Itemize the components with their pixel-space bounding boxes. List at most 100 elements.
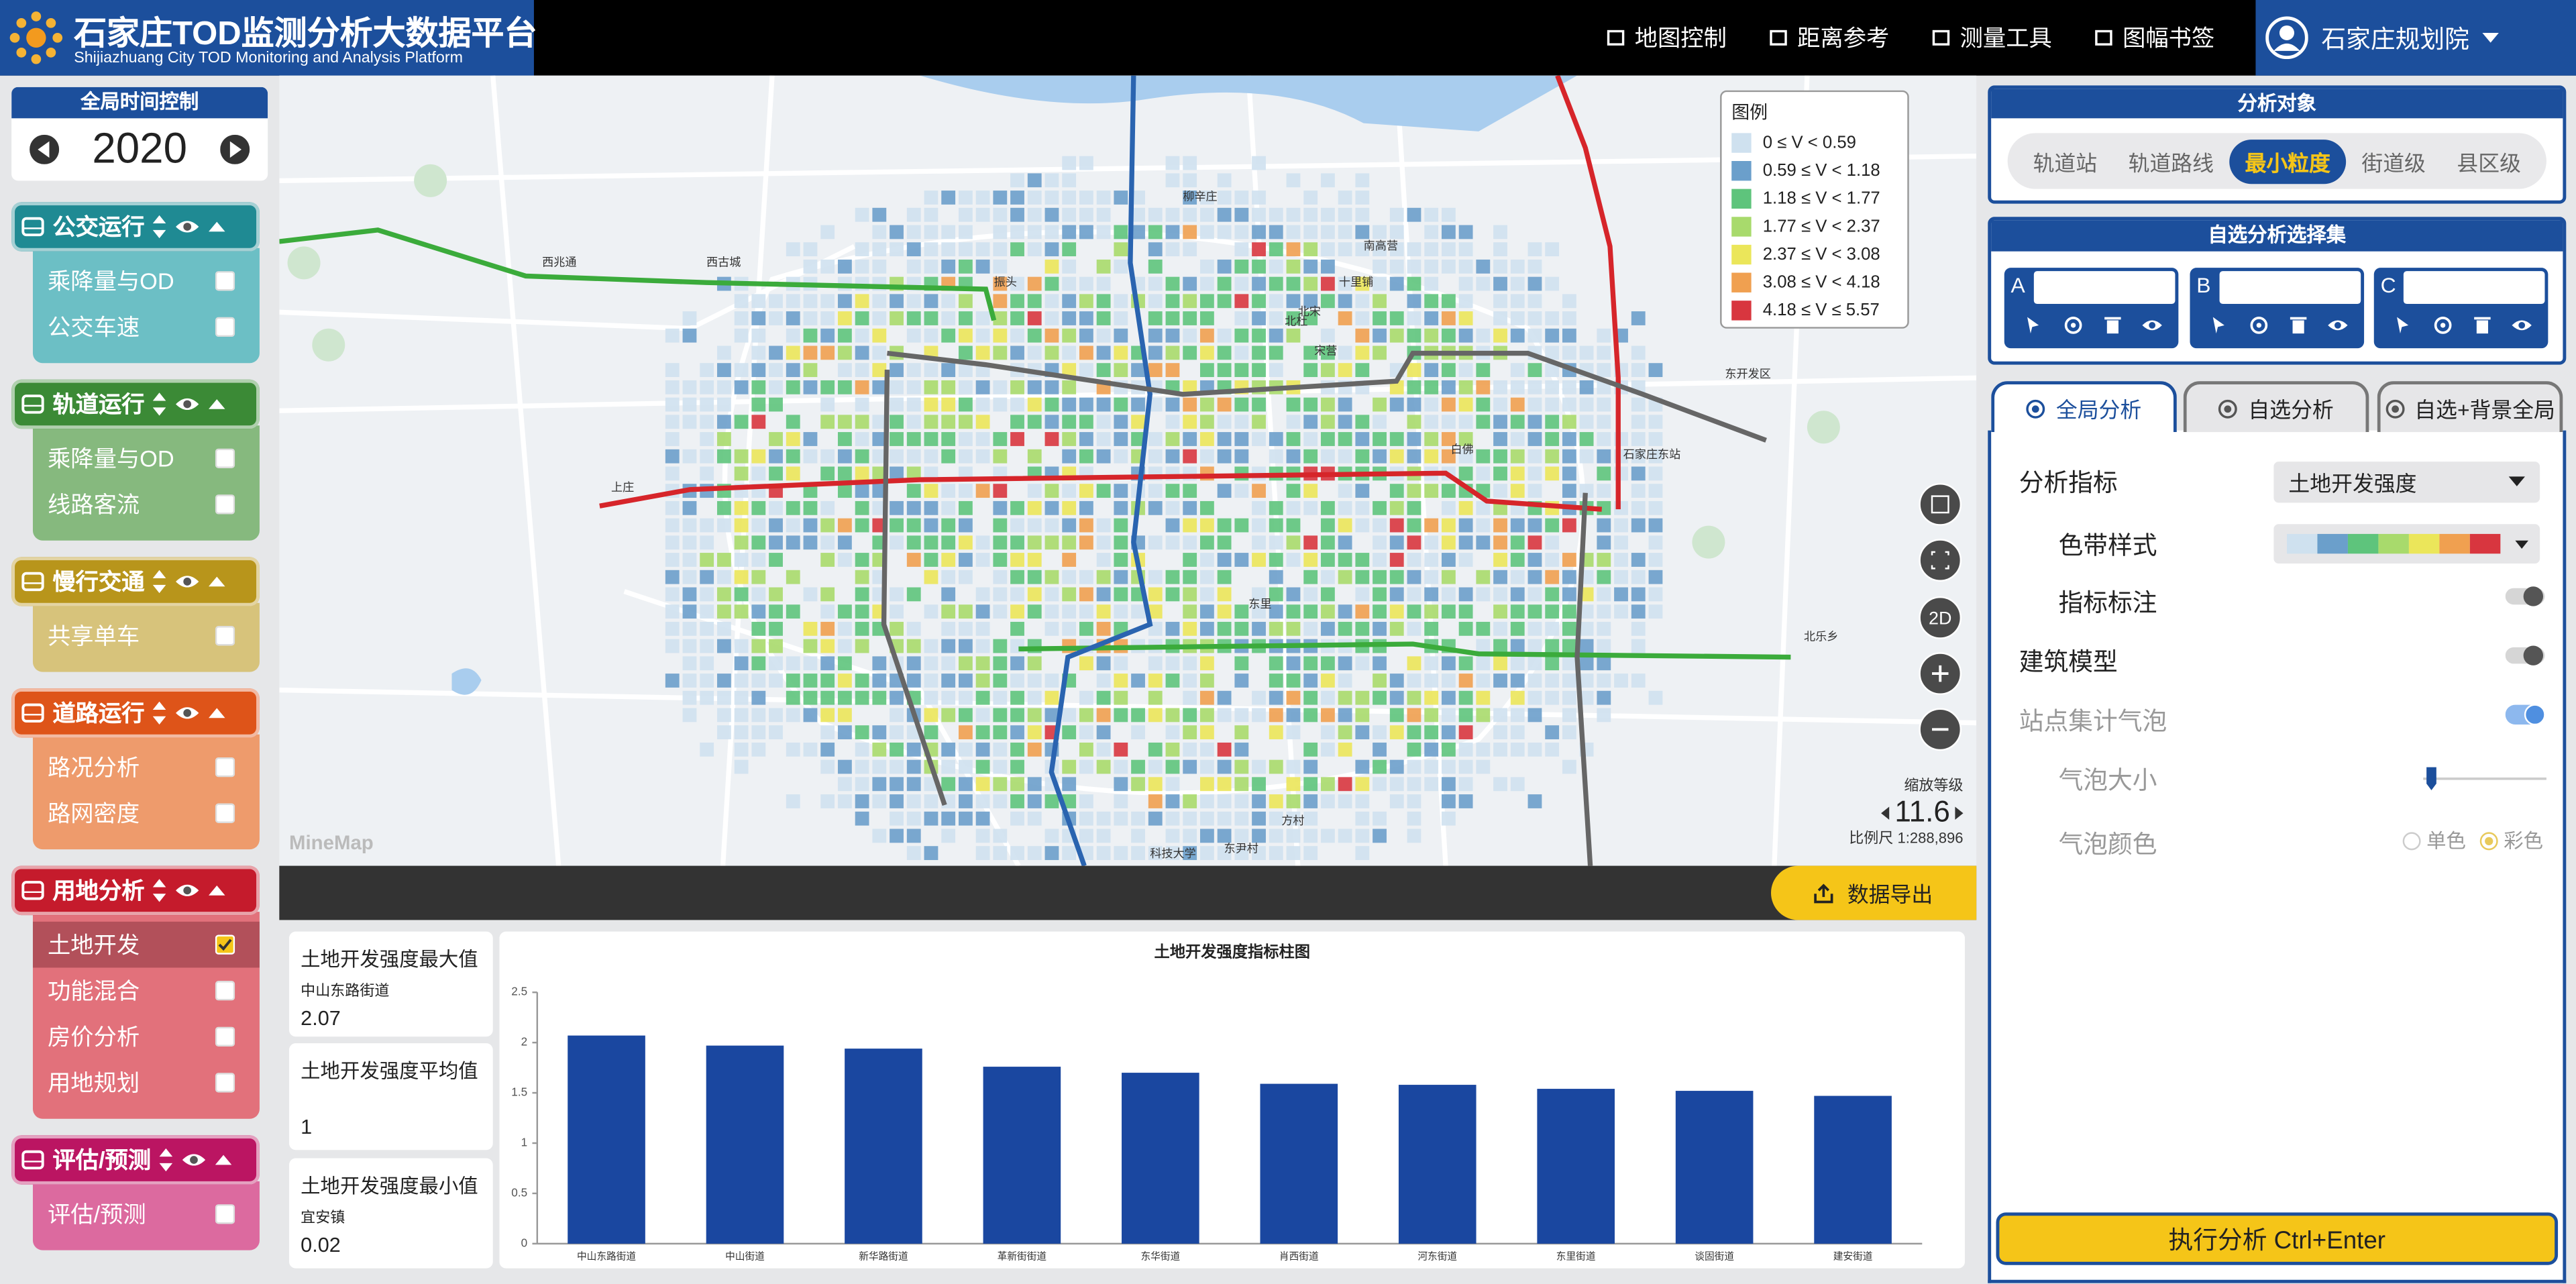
object-option[interactable]: 最小粒度 — [2230, 138, 2345, 184]
toggle[interactable] — [2505, 641, 2546, 670]
slot-input[interactable] — [2403, 271, 2545, 305]
slot-tool[interactable] — [2063, 315, 2083, 335]
slot-tool[interactable] — [2512, 315, 2532, 335]
sort-icon[interactable] — [152, 570, 166, 594]
visibility-icon[interactable] — [174, 217, 201, 236]
collapse-icon[interactable] — [209, 220, 225, 233]
toggle[interactable] — [2505, 582, 2546, 611]
layer-item[interactable]: 土地开发 — [32, 921, 260, 968]
map-cell — [1027, 725, 1042, 740]
sort-icon[interactable] — [152, 392, 166, 416]
object-option[interactable]: 轨道路线 — [2128, 150, 2214, 175]
zoom-in-button[interactable] — [1919, 652, 1962, 695]
checkbox[interactable] — [215, 626, 235, 646]
layer-item[interactable]: 路况分析 — [33, 744, 260, 790]
collapse-icon[interactable] — [209, 884, 225, 898]
map-cell — [1269, 587, 1283, 602]
checkbox[interactable] — [215, 448, 235, 468]
map-cell — [1062, 604, 1077, 619]
slot-tool[interactable] — [2288, 315, 2308, 335]
layer-item[interactable]: 乘降量与OD — [33, 435, 260, 482]
zoom-right[interactable] — [1955, 806, 1964, 819]
checkbox[interactable] — [215, 757, 235, 778]
slot-input[interactable] — [2033, 271, 2176, 305]
slot-tool[interactable] — [2142, 315, 2162, 335]
collapse-icon[interactable] — [215, 1153, 232, 1167]
menu-item[interactable]: 地图控制 — [1607, 21, 1727, 54]
toggle[interactable] — [2505, 700, 2546, 729]
checkbox[interactable] — [215, 317, 235, 337]
visibility-icon[interactable] — [174, 572, 201, 591]
export-button[interactable]: 数据导出 — [1771, 865, 1977, 920]
sort-icon[interactable] — [152, 215, 166, 239]
slot-tool[interactable] — [2473, 315, 2492, 335]
layer-item[interactable]: 路网密度 — [33, 790, 260, 837]
slot-tool[interactable] — [2024, 315, 2043, 335]
menu-item[interactable]: 测量工具 — [1932, 21, 2052, 54]
slot-tool[interactable] — [2433, 315, 2453, 335]
layer-item[interactable]: 共享单车 — [33, 612, 260, 659]
prev-year[interactable] — [30, 134, 60, 164]
checkbox[interactable] — [215, 1204, 235, 1224]
checkbox[interactable] — [215, 803, 235, 823]
visibility-icon[interactable] — [174, 881, 201, 900]
checkbox[interactable] — [215, 934, 235, 955]
layer-item[interactable]: 公交车速 — [33, 304, 260, 350]
visibility-icon[interactable] — [174, 703, 201, 723]
slot-tool[interactable] — [2249, 315, 2269, 335]
locate-button[interactable] — [1919, 483, 1962, 526]
view-mode-button[interactable]: 2D — [1919, 596, 1962, 639]
collapse-icon[interactable] — [209, 398, 225, 411]
slot-input[interactable] — [2219, 271, 2361, 305]
slot-tool[interactable] — [2103, 315, 2123, 335]
analysis-tab[interactable]: 全局分析 — [1991, 381, 2177, 433]
zoom-out-button[interactable] — [1919, 708, 1962, 751]
map-cell — [1597, 535, 1611, 550]
map-cell — [820, 345, 835, 360]
layer-item[interactable]: 线路客流 — [33, 482, 260, 528]
analysis-tab[interactable]: 自选+背景全局 — [2377, 381, 2563, 433]
checkbox[interactable] — [215, 271, 235, 291]
checkbox[interactable] — [215, 1073, 235, 1093]
map-cell — [1320, 345, 1335, 360]
color-ramp-dropdown[interactable] — [2273, 524, 2540, 564]
object-option[interactable]: 街道级 — [2361, 150, 2426, 175]
user-menu[interactable]: 石家庄规划院 — [2255, 0, 2576, 76]
road — [279, 687, 1977, 726]
run-button[interactable]: 执行分析 Ctrl+Enter — [1996, 1212, 2559, 1265]
bubble-size-slider[interactable] — [2418, 762, 2550, 792]
collapse-icon[interactable] — [209, 706, 225, 720]
menu-item[interactable]: 图幅书签 — [2094, 21, 2214, 54]
analysis-tab[interactable]: 自选分析 — [2183, 381, 2369, 433]
radio-option[interactable]: 单色 — [2402, 826, 2466, 855]
park — [312, 328, 345, 362]
map-cell — [751, 639, 766, 653]
checkbox[interactable] — [215, 494, 235, 515]
map-cell — [1286, 553, 1301, 567]
slot-tool[interactable] — [2328, 315, 2348, 335]
map-cell — [803, 345, 818, 360]
visibility-icon[interactable] — [174, 394, 201, 414]
sort-icon[interactable] — [159, 1148, 172, 1172]
zoom-left[interactable] — [1881, 806, 1890, 819]
layer-item[interactable]: 用地规划 — [33, 1060, 260, 1106]
indicator-dropdown[interactable]: 土地开发强度 — [2273, 462, 2540, 503]
visibility-icon[interactable] — [180, 1150, 207, 1169]
layer-item[interactable]: 房价分析 — [33, 1014, 260, 1060]
menu-item[interactable]: 距离参考 — [1770, 21, 1889, 54]
next-year[interactable] — [220, 134, 250, 164]
sort-icon[interactable] — [152, 879, 166, 902]
checkbox[interactable] — [215, 981, 235, 1001]
checkbox[interactable] — [215, 1026, 235, 1047]
layer-item[interactable]: 乘降量与OD — [33, 258, 260, 304]
radio-option[interactable]: 彩色 — [2479, 826, 2543, 855]
fullscreen-button[interactable] — [1919, 539, 1962, 582]
object-option[interactable]: 县区级 — [2457, 150, 2521, 175]
sort-icon[interactable] — [152, 701, 166, 725]
slot-tool[interactable] — [2394, 315, 2413, 335]
layer-item[interactable]: 功能混合 — [33, 967, 260, 1014]
slot-tool[interactable] — [2210, 315, 2229, 335]
collapse-icon[interactable] — [209, 575, 225, 588]
object-option[interactable]: 轨道站 — [2033, 150, 2098, 175]
layer-item[interactable]: 评估/预测 — [33, 1191, 260, 1238]
